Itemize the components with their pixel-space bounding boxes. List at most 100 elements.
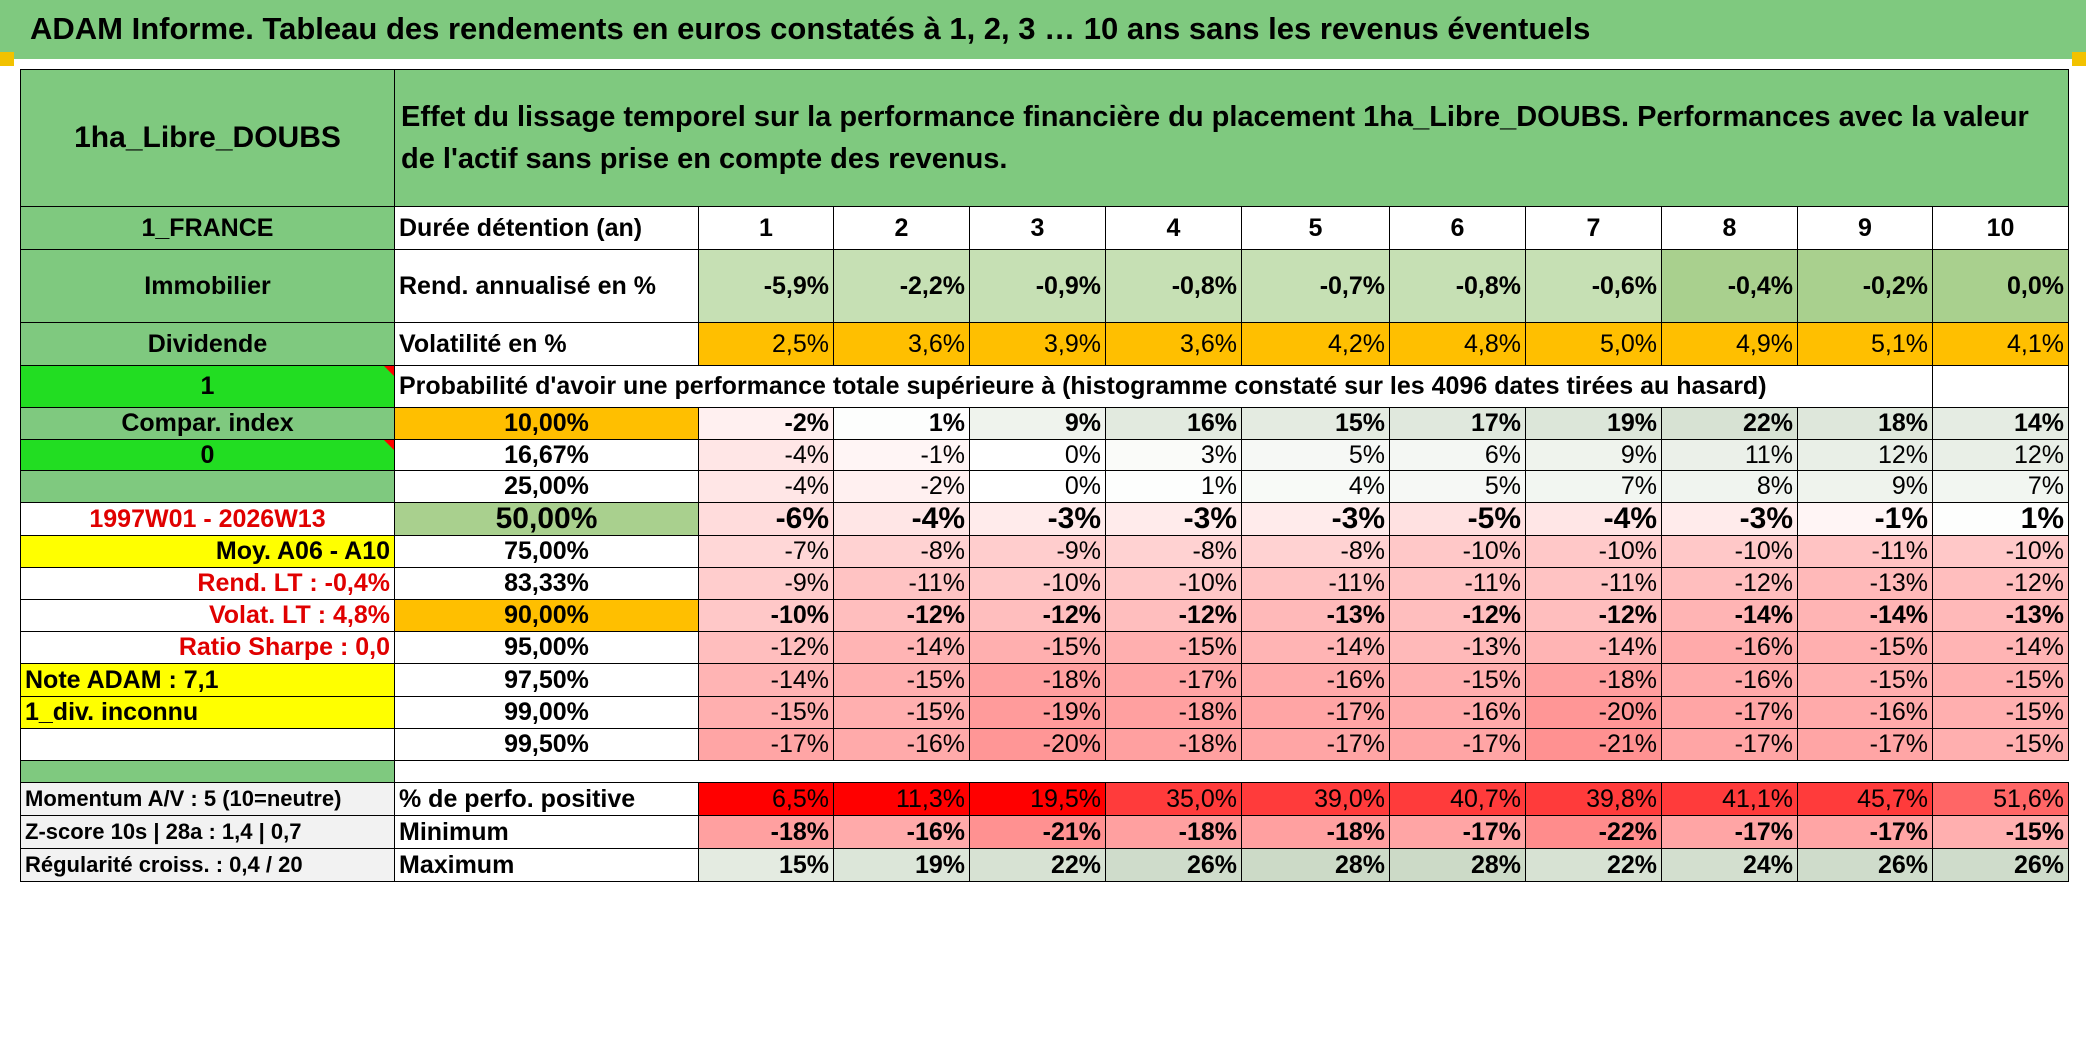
pos-value: 11,3%: [833, 782, 970, 816]
vol-label: Volatilité en %: [394, 322, 699, 366]
quantile-value: -3%: [1105, 502, 1242, 536]
quantile-value: -10%: [1525, 535, 1662, 568]
max-value: 28%: [1241, 848, 1390, 882]
quantile-value: -9%: [969, 535, 1106, 568]
quantile-value: -12%: [833, 599, 970, 632]
max-row: Régularité croiss. : 0,4 / 20 Maximum 15% 1…: [20, 848, 2069, 882]
zscore-cell: Z-score 10s | 28a : 1,4 | 0,7: [20, 815, 395, 849]
year-header-9: 9: [1797, 206, 1933, 250]
quantile-value: -10%: [969, 567, 1106, 600]
rend-value: -0,9%: [969, 249, 1106, 323]
quantile-value: -3%: [1661, 502, 1798, 536]
quantile-value: -11%: [1389, 567, 1526, 600]
pos-label: % de perfo. positive: [394, 782, 699, 816]
quantile-value: -1%: [833, 439, 970, 471]
quantile-value: 17%: [1389, 407, 1526, 440]
proba-filler: [1797, 365, 1933, 408]
spacer-green-cell: [20, 760, 395, 783]
year-header-8: 8: [1661, 206, 1798, 250]
quantile-threshold: 25,00%: [394, 470, 699, 503]
quantile-value: -20%: [1525, 696, 1662, 729]
rend-value: -0,7%: [1241, 249, 1390, 323]
quantile-value: -15%: [833, 696, 970, 729]
spacer-row: [20, 760, 2069, 783]
quantile-value: -17%: [1105, 663, 1242, 697]
quantile-value: -12%: [1932, 567, 2069, 600]
quantile-value: -5%: [1389, 502, 1526, 536]
quantile-value: -13%: [1389, 631, 1526, 664]
max-value: 26%: [1797, 848, 1933, 882]
flag-one-cell: 1: [20, 365, 395, 408]
quantile-threshold: 90,00%: [394, 599, 699, 632]
vol-value: 3,9%: [969, 322, 1106, 366]
corner-marker-left: [0, 52, 14, 66]
quantile-threshold: 83,33%: [394, 567, 699, 600]
flag-zero-cell: 0: [20, 439, 395, 471]
quantile-value: 14%: [1932, 407, 2069, 440]
min-label: Minimum: [394, 815, 699, 849]
min-value: -18%: [1105, 815, 1242, 849]
max-value: 28%: [1389, 848, 1526, 882]
quantile-value: 6%: [1389, 439, 1526, 471]
quantile-value: -11%: [1241, 567, 1390, 600]
year-header-6: 6: [1389, 206, 1526, 250]
min-value: -16%: [833, 815, 970, 849]
quantile-value: -15%: [1105, 631, 1242, 664]
sharpe-cell: Ratio Sharpe : 0,0: [20, 631, 395, 664]
quantile-value: -13%: [1797, 567, 1933, 600]
min-value: -18%: [698, 815, 834, 849]
vol-value: 4,8%: [1389, 322, 1526, 366]
max-value: 24%: [1661, 848, 1798, 882]
max-value: 26%: [1932, 848, 2069, 882]
quantile-row: 1_div. inconnu 99,00% -15% -15% -19% -18% -17%…: [20, 696, 2069, 729]
quantile-threshold: 99,00%: [394, 696, 699, 729]
pos-value: 6,5%: [698, 782, 834, 816]
quantile-value: -3%: [969, 502, 1106, 536]
quantile-value: 12%: [1797, 439, 1933, 471]
vol-value: 5,0%: [1525, 322, 1662, 366]
min-value: -22%: [1525, 815, 1662, 849]
max-value: 19%: [833, 848, 970, 882]
quantile-value: -6%: [698, 502, 834, 536]
moy-cell: Moy. A06 - A10: [20, 535, 395, 568]
quantile-value: 7%: [1932, 470, 2069, 503]
quantile-value: -12%: [1661, 567, 1798, 600]
quantile-value: -14%: [1932, 631, 2069, 664]
quantile-value: -17%: [1241, 696, 1390, 729]
quantile-value: -1%: [1797, 502, 1933, 536]
year-header-3: 3: [969, 206, 1106, 250]
quantile-value: -8%: [1105, 535, 1242, 568]
empty-green-cell: [20, 470, 395, 503]
quantile-value: 5%: [1389, 470, 1526, 503]
quantile-value: -12%: [969, 599, 1106, 632]
quantile-value: -17%: [1661, 728, 1798, 761]
quantile-value: -9%: [698, 567, 834, 600]
quantile-value: -7%: [698, 535, 834, 568]
pos-value: 40,7%: [1389, 782, 1526, 816]
quantile-value: -14%: [698, 663, 834, 697]
year-header-7: 7: [1525, 206, 1662, 250]
quantile-value: 4%: [1241, 470, 1390, 503]
quantile-row: Rend. LT : -0,4% 83,33% -9% -11% -10% -10% -11…: [20, 567, 2069, 600]
quantile-value: -15%: [1932, 663, 2069, 697]
quantile-value: -4%: [1525, 502, 1662, 536]
quantile-row: Note ADAM : 7,1 97,50% -14% -15% -18% -17% -16…: [20, 663, 2069, 697]
quantile-value: -13%: [1932, 599, 2069, 632]
rend-value: -0,6%: [1525, 249, 1662, 323]
proba-label: Probabilité d'avoir une performance tota…: [394, 365, 1798, 408]
quantile-value: -16%: [1389, 696, 1526, 729]
quantile-threshold: 10,00%: [394, 407, 699, 440]
quantile-value: -16%: [1241, 663, 1390, 697]
quantile-value: -10%: [1389, 535, 1526, 568]
quantile-value: -16%: [1797, 696, 1933, 729]
quantile-value: -4%: [698, 439, 834, 471]
quantile-value: -16%: [1661, 663, 1798, 697]
quantile-value: -15%: [1797, 663, 1933, 697]
quantile-value: 22%: [1661, 407, 1798, 440]
rend-label: Rend. annualisé en %: [394, 249, 699, 323]
empty-left-cell: [20, 728, 395, 761]
min-value: -21%: [969, 815, 1106, 849]
year-header-10: 10: [1932, 206, 2069, 250]
quantile-value: 15%: [1241, 407, 1390, 440]
quantile-value: -17%: [1241, 728, 1390, 761]
